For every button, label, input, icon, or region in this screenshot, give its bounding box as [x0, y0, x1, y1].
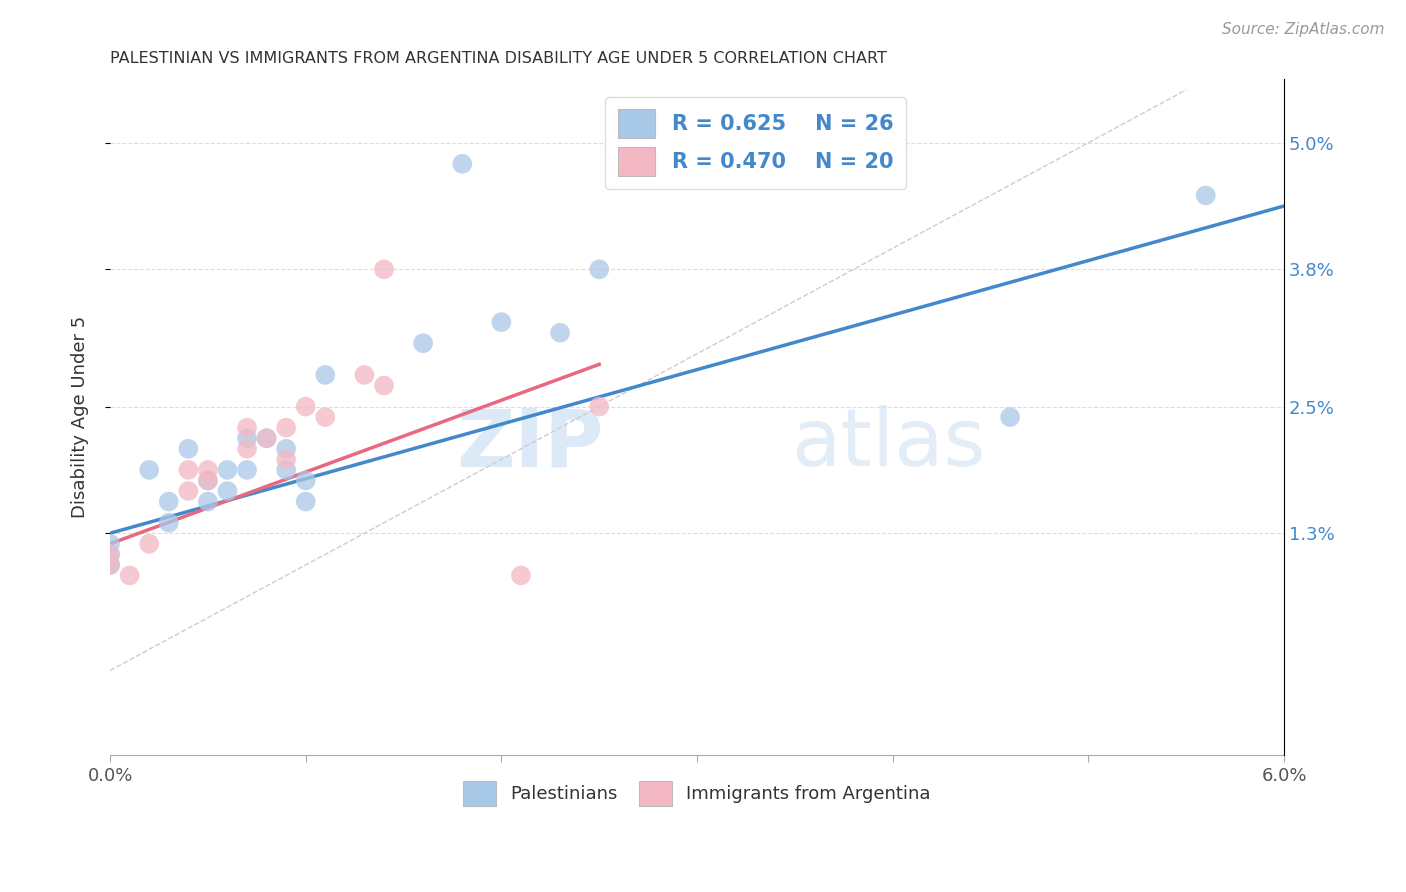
Point — [98, 558, 121, 572]
Point — [197, 494, 219, 508]
Point — [373, 378, 395, 392]
Text: Source: ZipAtlas.com: Source: ZipAtlas.com — [1222, 22, 1385, 37]
Point — [197, 474, 219, 488]
Point — [98, 558, 121, 572]
Point — [276, 420, 298, 434]
Text: ZIP: ZIP — [456, 405, 603, 483]
Point — [491, 315, 513, 329]
Text: atlas: atlas — [792, 405, 986, 483]
Point — [510, 568, 533, 582]
Point — [256, 431, 278, 445]
Point — [294, 400, 316, 414]
Point — [588, 262, 610, 277]
Point — [98, 547, 121, 561]
Point — [548, 326, 571, 340]
Point — [998, 410, 1021, 425]
Point — [138, 463, 160, 477]
Point — [157, 516, 180, 530]
Point — [276, 452, 298, 467]
Point — [236, 463, 259, 477]
Point — [373, 262, 395, 277]
Point — [1195, 188, 1218, 202]
Point — [177, 442, 200, 456]
Point — [217, 463, 239, 477]
Point — [98, 537, 121, 551]
Text: PALESTINIAN VS IMMIGRANTS FROM ARGENTINA DISABILITY AGE UNDER 5 CORRELATION CHAR: PALESTINIAN VS IMMIGRANTS FROM ARGENTINA… — [110, 51, 887, 66]
Point — [138, 537, 160, 551]
Point — [353, 368, 375, 382]
Point — [412, 336, 434, 351]
Point — [98, 547, 121, 561]
Point — [217, 483, 239, 498]
Point — [588, 400, 610, 414]
Point — [256, 431, 278, 445]
Point — [118, 568, 141, 582]
Point — [177, 483, 200, 498]
Point — [314, 368, 336, 382]
Point — [451, 157, 474, 171]
Legend: Palestinians, Immigrants from Argentina: Palestinians, Immigrants from Argentina — [456, 773, 938, 814]
Point — [276, 463, 298, 477]
Point — [236, 442, 259, 456]
Y-axis label: Disability Age Under 5: Disability Age Under 5 — [72, 316, 89, 518]
Point — [197, 474, 219, 488]
Point — [294, 494, 316, 508]
Point — [236, 431, 259, 445]
Point — [276, 442, 298, 456]
Point — [177, 463, 200, 477]
Point — [314, 410, 336, 425]
Point — [236, 420, 259, 434]
Point — [294, 474, 316, 488]
Point — [197, 463, 219, 477]
Point — [157, 494, 180, 508]
